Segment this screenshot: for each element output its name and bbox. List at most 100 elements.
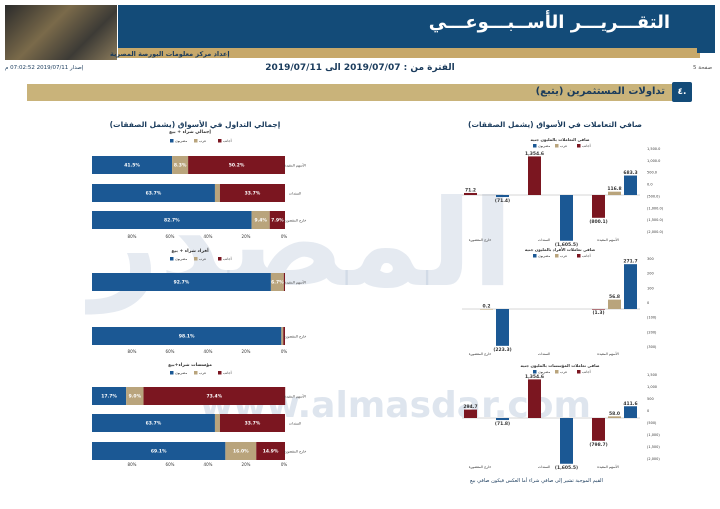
vbar-data-label: (71.8) (495, 421, 510, 427)
report-title: التقـــريـــر الأســبـــوعـــي (428, 12, 670, 33)
legend-swatch (170, 371, 174, 375)
legend-label: مصريون (538, 254, 550, 258)
vbar-axis-tick: 1,000 (647, 385, 657, 389)
vbar-axis-tick: 200 (647, 272, 654, 276)
legend-swatch (577, 370, 581, 374)
vbar-axis-tick: 0.0 (647, 183, 653, 187)
hbar-segment (92, 327, 282, 345)
vbar (608, 191, 621, 195)
vbar-category-label: الأسهم المقيدة (597, 351, 619, 356)
report-period: الفترة من : 2019/07/07 الى 2019/07/11 (265, 63, 455, 73)
hbar-segment (92, 387, 127, 405)
legend-swatch (218, 139, 222, 143)
hbar-segment (214, 184, 220, 202)
legend-swatch (555, 370, 559, 374)
hbar-axis-tick: 40% (204, 349, 213, 354)
hbar-segment (92, 414, 215, 432)
hbar-segment (219, 414, 285, 432)
vbar-axis-tick: (1,500) (647, 445, 660, 449)
hbar-axis-tick: 20% (242, 462, 251, 467)
hbar-segment (92, 156, 173, 174)
vbar-data-label: 1,354.6 (525, 374, 544, 380)
hbar-segment (188, 156, 285, 174)
hbar-segment (126, 387, 144, 405)
vbar-category-label: السندات (538, 465, 550, 469)
hbar-data-label: 92.7% (174, 280, 190, 286)
hbar-axis-tick: 60% (166, 234, 175, 239)
legend-swatch (194, 371, 198, 375)
legend-label: عرب (560, 144, 567, 148)
footnote: القيم الموجبة تشير إلى صافي شراء أما الع… (470, 478, 603, 484)
vbar-axis-tick: (500.0) (647, 194, 660, 198)
legend-swatch (577, 254, 581, 258)
legend-swatch (194, 139, 198, 143)
legend-swatch (533, 370, 537, 374)
hbar-data-label: 16.0% (233, 449, 249, 455)
legend-swatch (218, 257, 222, 261)
hbar-axis-tick: 80% (128, 234, 137, 239)
vbar (496, 195, 509, 198)
vbar-axis-tick: 0 (647, 409, 649, 413)
hbar-segment (256, 442, 285, 460)
vbar-category-label: خارج المقصورة (469, 352, 492, 356)
vbar-axis-tick: 500 (647, 397, 654, 401)
hbar-segment (283, 273, 285, 291)
hbar-data-label: 33.7% (245, 421, 261, 427)
hbar-data-label: 82.7% (164, 218, 180, 224)
vbar (480, 308, 493, 310)
left-panel-title: إجمالي التداول في الأسواق (يشمل الصفقات) (109, 120, 281, 129)
hbar-category-label: خارج المقصورة (284, 450, 307, 454)
hbar-data-label: 6.7% (271, 280, 284, 286)
vbar-data-label: 411.6 (623, 401, 637, 407)
vbar-data-label: 0.2 (483, 303, 491, 309)
vbar-axis-tick: 0 (647, 301, 649, 305)
hbar-data-label: 33.7% (245, 191, 261, 197)
hbar-segment (270, 273, 284, 291)
hbar-data-label: 9.0% (129, 394, 142, 400)
vbar (624, 406, 637, 418)
legend-swatch (170, 139, 174, 143)
hbar-data-label: 41.5% (124, 163, 140, 169)
hbar-segment (281, 327, 284, 345)
vbar-data-label: 56.8 (609, 294, 620, 300)
legend-label: مصريون (175, 257, 187, 261)
vbar (592, 195, 605, 218)
vbar-data-label: 294.7 (463, 404, 477, 410)
hbar-data-label: 50.2% (229, 163, 245, 169)
hbar-axis-tick: 0% (281, 462, 288, 467)
vbar-data-label: (71.4) (495, 198, 510, 204)
vbar-axis-tick: (2,000.0) (647, 230, 664, 234)
right-panel-title: صافي التعاملات في الأسواق (يشمل الصفقات) (468, 120, 642, 129)
legend-label: مصريون (175, 139, 187, 143)
vbar-category-label: الأسهم المقيدة (597, 237, 619, 242)
vbar-data-label: 116.8 (607, 186, 621, 192)
legend-swatch (170, 257, 174, 261)
vbar-chart-title: صافي تعاملات الأفراد بالمليون جنيه (525, 247, 595, 252)
vbar-data-label: 58.0 (609, 411, 620, 417)
vbar-category-label: السندات (538, 352, 550, 356)
vbar-axis-tick: 1,500.0 (647, 147, 660, 151)
page-number: صفحة 5 (693, 65, 713, 71)
vbar-category-label: خارج المقصورة (469, 465, 492, 469)
vbar-axis-tick: (300) (647, 345, 657, 349)
vbar (464, 409, 477, 418)
vbar-axis-tick: (500) (647, 421, 657, 425)
vbar-axis-tick: (100) (647, 316, 657, 320)
vbar-data-label: 71.2 (465, 187, 476, 193)
vbar-axis-tick: 1,500 (647, 373, 657, 377)
hbar-segment (92, 273, 271, 291)
hbar-chart-title: إجمالي شراء + بيع (169, 129, 211, 135)
vbar-chart-title: صافي تعاملات المؤسسات بالمليون جنيه (521, 363, 600, 368)
hbar-axis-tick: 60% (166, 349, 175, 354)
report-subtitle: إعداد مركز معلومات البورصة المصرية (110, 50, 230, 58)
hbar-segment (92, 184, 215, 202)
hbar-category-label: خارج المقصورة (284, 219, 307, 223)
hbar-category-label: الأسهم المقيدة (284, 163, 306, 168)
vbar-axis-tick: (1,500.0) (647, 218, 664, 222)
vbar (624, 175, 637, 195)
vbar-axis-tick: (2,000) (647, 457, 660, 461)
vbar-axis-tick: 500.0 (647, 171, 657, 175)
hbar-axis-tick: 60% (166, 462, 175, 467)
vbar-data-label: 1,354.6 (525, 151, 544, 157)
hbar-segment (219, 184, 285, 202)
